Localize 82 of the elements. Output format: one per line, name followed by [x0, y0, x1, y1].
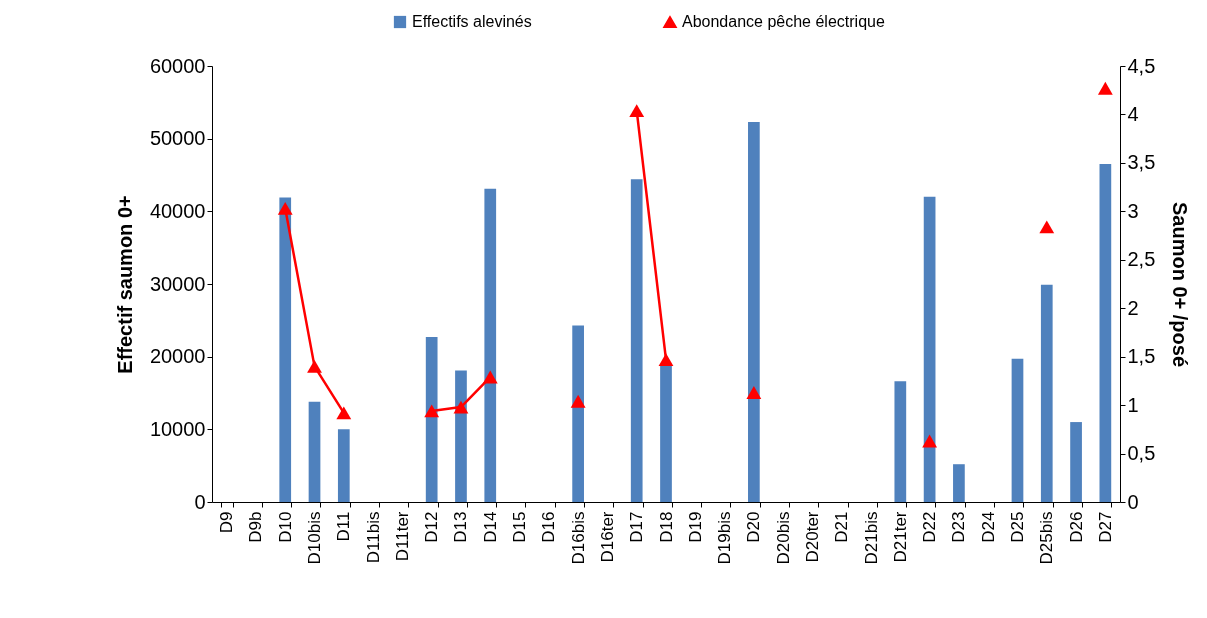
- bar: [630, 179, 643, 502]
- y2-tick-label: 3,5: [1127, 151, 1156, 174]
- bar: [660, 366, 672, 502]
- point: [307, 359, 322, 373]
- y2-tick-label: 4: [1127, 102, 1139, 125]
- x-tick-label: D16ter: [597, 511, 617, 563]
- point: [1039, 220, 1055, 234]
- y-tick-label: 10000: [149, 417, 206, 440]
- y-tick-label: 60000: [149, 54, 206, 77]
- bar: [953, 464, 965, 502]
- x-tick-label: D25: [1007, 511, 1027, 543]
- x-tick-label: D14: [480, 511, 500, 543]
- bar: [894, 381, 907, 502]
- bar: [1070, 422, 1082, 502]
- x-tick-label: D21: [832, 511, 852, 543]
- y2-tick-label: 0,5: [1127, 442, 1156, 465]
- x-tick-label: D26: [1066, 511, 1086, 543]
- x-tick-label: D24: [978, 511, 998, 543]
- bar: [455, 370, 467, 502]
- point: [424, 404, 440, 418]
- y2-tick-label: 3: [1127, 199, 1139, 222]
- x-tick-label: D19bis: [715, 511, 735, 565]
- point: [658, 353, 674, 366]
- legend-label: Abondance pêche électrique: [682, 13, 885, 30]
- bar: [748, 121, 760, 502]
- bar: [572, 325, 584, 502]
- y-tick-label: 40000: [149, 199, 206, 222]
- x-tick-label: D21bis: [861, 511, 881, 565]
- x-tick-label: D20bis: [773, 511, 793, 565]
- x-tick-label: D20: [744, 511, 764, 543]
- y-tick-label: 30000: [149, 272, 206, 295]
- x-tick-label: D19: [685, 511, 705, 543]
- x-tick-label: D11ter: [392, 511, 412, 562]
- point: [277, 202, 293, 215]
- y-tick-label: 0: [194, 490, 206, 513]
- x-tick-label: D11bis: [363, 511, 383, 564]
- point: [570, 394, 586, 408]
- point: [482, 370, 498, 384]
- x-tick-label: D12: [422, 511, 442, 543]
- x-tick-label: D23: [949, 511, 969, 543]
- x-tick-label: D9b: [246, 511, 266, 543]
- y2-tick-label: 4,5: [1127, 54, 1156, 77]
- bar: [1011, 358, 1024, 502]
- bar: [484, 188, 497, 502]
- point: [1097, 81, 1113, 95]
- y-tick-label: 50000: [149, 127, 206, 150]
- bar: [425, 337, 438, 502]
- y2-tick-label: 1,5: [1127, 345, 1156, 368]
- x-tick-label: D21ter: [890, 511, 910, 563]
- x-tick-label: D16bis: [568, 511, 588, 565]
- x-tick-label: D25bis: [1037, 511, 1057, 565]
- point: [746, 386, 762, 399]
- x-tick-label: D15: [510, 511, 530, 543]
- x-tick-label: D9: [217, 511, 237, 534]
- y2-axis-title: Saumon 0+ /posé: [1169, 201, 1192, 368]
- x-tick-label: D22: [920, 511, 940, 543]
- y-tick-label: 20000: [149, 345, 206, 368]
- x-tick-label: D17: [627, 511, 647, 543]
- y2-tick-label: 1: [1127, 393, 1139, 416]
- y-axis-title: Effectif saumon 0+: [113, 195, 136, 374]
- x-tick-label: D11: [334, 511, 354, 542]
- x-tick-label: D27: [1095, 511, 1115, 543]
- x-tick-label: D16: [539, 511, 559, 543]
- x-tick-label: D10bis: [305, 511, 325, 565]
- bar: [308, 401, 321, 502]
- point: [453, 400, 469, 414]
- bar: [1099, 164, 1112, 502]
- bar: [1040, 284, 1053, 502]
- point: [629, 104, 645, 117]
- legend-label: Effectifs alevinés: [412, 13, 532, 30]
- point: [336, 406, 352, 420]
- y2-tick-label: 0: [1127, 490, 1139, 513]
- bar: [923, 196, 936, 502]
- bar: [337, 429, 350, 502]
- y2-tick-label: 2: [1127, 296, 1139, 319]
- point: [922, 434, 938, 448]
- y2-tick-label: 2,5: [1127, 248, 1156, 271]
- x-tick-label: D13: [451, 511, 471, 543]
- x-tick-label: D18: [656, 511, 676, 543]
- x-tick-label: D10: [275, 511, 295, 543]
- bar: [279, 197, 292, 502]
- x-tick-label: D20ter: [802, 511, 822, 563]
